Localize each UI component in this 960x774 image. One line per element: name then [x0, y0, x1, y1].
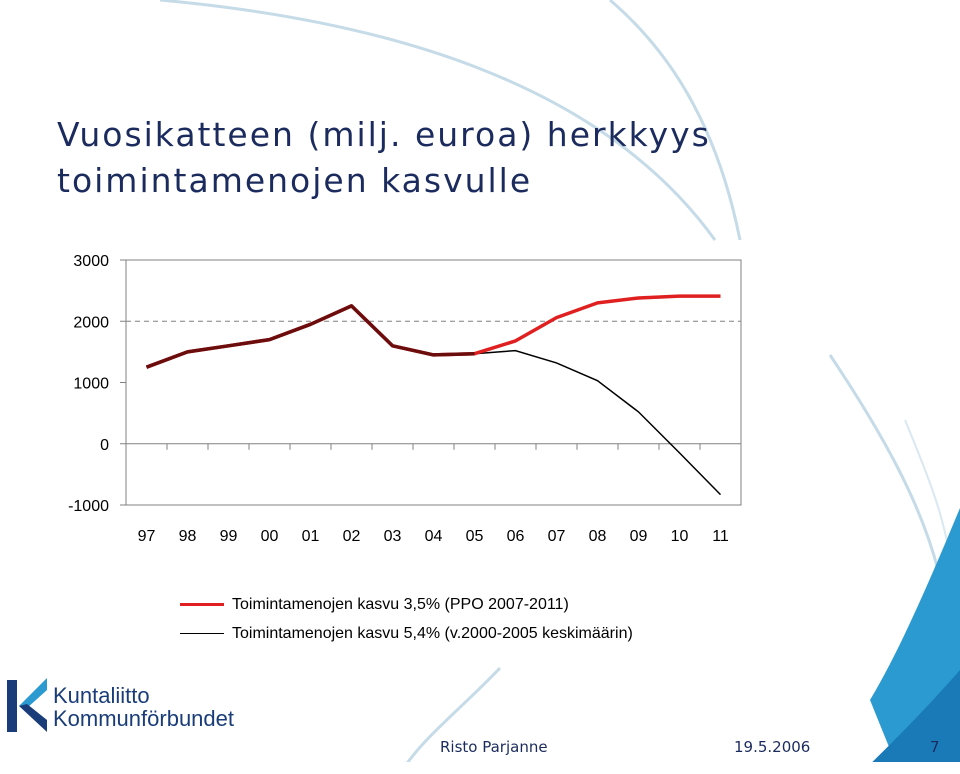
x-axis	[125, 443, 742, 450]
chart-legend: Toimintamenojen kasvu 3,5% (PPO 2007-201…	[180, 590, 633, 648]
slide-title-line-2: toimintamenojen kasvulle	[57, 161, 533, 200]
legend-item-series-1: Toimintamenojen kasvu 3,5% (PPO 2007-201…	[180, 590, 633, 619]
footer-page-number: 7	[930, 738, 940, 756]
x-tick-label-10: 10	[671, 528, 689, 545]
legend-item-series-2: Toimintamenojen kasvu 5,4% (v.2000-2005 …	[180, 619, 633, 648]
x-tick-label-09: 09	[630, 528, 648, 545]
x-tick-label-08: 08	[589, 528, 607, 545]
slide-title-line-1: Vuosikatteen (milj. euroa) herkkyys	[57, 115, 711, 154]
x-tick-label-06: 06	[507, 528, 525, 545]
y-tick-label: 2000	[73, 314, 109, 331]
slide-title: Vuosikatteen (milj. euroa) herkkyys toim…	[57, 112, 711, 204]
y-axis: 3000 2000 1000 0 -1000	[68, 253, 126, 515]
logo-line-1: Kuntaliitto	[53, 683, 150, 708]
series-lines	[145, 294, 722, 496]
legend-swatch-black	[180, 633, 224, 634]
x-tick-labels: 97 98 99 00 01 02 03 04 05 06 07 08 09 10 11	[138, 528, 729, 545]
x-tick-label-00: 00	[261, 528, 279, 545]
x-tick-label-07: 07	[548, 528, 566, 545]
x-tick-label-98: 98	[179, 528, 197, 545]
footer-date: 19.5.2006	[734, 738, 811, 756]
legend-swatch-red	[180, 603, 224, 606]
line-chart: 3000 2000 1000 0 -1000 97 98 99 00 01 02 03 04 05 06 0…	[68, 253, 742, 545]
legend-label-series-1: Toimintamenojen kasvu 3,5% (PPO 2007-201…	[232, 595, 569, 613]
y-tick-label: 1000	[73, 376, 109, 393]
kuntaliitto-logo: Kuntaliitto Kommunförbundet	[5, 676, 255, 736]
x-tick-label-04: 04	[425, 528, 443, 545]
x-tick-label-05: 05	[466, 528, 484, 545]
x-tick-label-99: 99	[220, 528, 238, 545]
logo-line-2: Kommunförbundet	[53, 706, 234, 731]
x-tick-label-01: 01	[302, 528, 320, 545]
legend-label-series-2: Toimintamenojen kasvu 5,4% (v.2000-2005 …	[232, 624, 633, 642]
series-overlap-line	[145, 304, 475, 369]
x-tick-label-11: 11	[712, 528, 729, 545]
y-tick-label: -1000	[68, 498, 109, 515]
y-tick-label: 3000	[73, 253, 109, 270]
logo-text: Kuntaliitto Kommunförbundet	[53, 684, 234, 730]
footer-author: Risto Parjanne	[440, 738, 548, 756]
x-tick-label-03: 03	[384, 528, 402, 545]
y-tick-label: 0	[100, 437, 109, 454]
x-tick-label-97: 97	[138, 528, 156, 545]
x-tick-label-02: 02	[343, 528, 361, 545]
logo-k-icon	[7, 678, 47, 732]
